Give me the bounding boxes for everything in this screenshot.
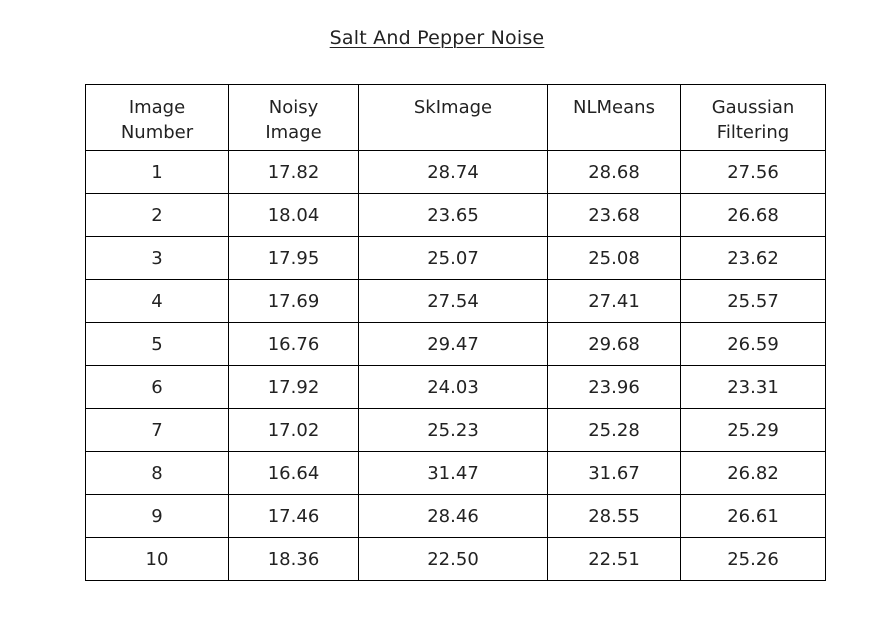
table-row: 10 18.36 22.50 22.51 25.26 bbox=[85, 537, 826, 581]
table-cell: 29.68 bbox=[547, 322, 681, 366]
table-row: 7 17.02 25.23 25.28 25.29 bbox=[85, 408, 826, 452]
table-cell: 9 bbox=[85, 494, 229, 538]
table-cell: 27.54 bbox=[358, 279, 548, 323]
header-nlmeans: NLMeans bbox=[547, 84, 681, 151]
table-cell: 1 bbox=[85, 150, 229, 194]
table-cell: 8 bbox=[85, 451, 229, 495]
table-cell: 17.95 bbox=[228, 236, 359, 280]
table-cell: 3 bbox=[85, 236, 229, 280]
table-cell: 31.47 bbox=[358, 451, 548, 495]
table-cell: 18.36 bbox=[228, 537, 359, 581]
table-cell: 29.47 bbox=[358, 322, 548, 366]
table-cell: 24.03 bbox=[358, 365, 548, 409]
table-cell: 4 bbox=[85, 279, 229, 323]
column-header-line: Filtering bbox=[716, 122, 790, 143]
table-cell: 26.82 bbox=[680, 451, 826, 495]
table-cell: 5 bbox=[85, 322, 229, 366]
table-row: 3 17.95 25.07 25.08 23.62 bbox=[85, 236, 826, 280]
table-cell: 25.26 bbox=[680, 537, 826, 581]
table-row: 8 16.64 31.47 31.67 26.82 bbox=[85, 451, 826, 495]
column-header-line: Image bbox=[265, 122, 322, 143]
table-header: Image Number Noisy Image SkImage NLMeans Gauss… bbox=[85, 84, 826, 151]
column-header-line: Image bbox=[128, 97, 186, 118]
table-cell: 28.46 bbox=[358, 494, 548, 538]
table-cell: 27.56 bbox=[680, 150, 826, 194]
table-cell: 26.61 bbox=[680, 494, 826, 538]
header-noisy-image: Noisy Image bbox=[228, 84, 359, 151]
table-row: 9 17.46 28.46 28.55 26.61 bbox=[85, 494, 826, 538]
table-cell: 17.92 bbox=[228, 365, 359, 409]
table-cell: 28.55 bbox=[547, 494, 681, 538]
column-header-line: NLMeans bbox=[573, 97, 655, 118]
table-body: 1 17.82 28.74 28.68 27.56 2 18.04 23.65 23.68 26.… bbox=[85, 150, 826, 581]
table-cell: 16.64 bbox=[228, 451, 359, 495]
table-cell: 23.65 bbox=[358, 193, 548, 237]
table-cell: 25.08 bbox=[547, 236, 681, 280]
column-header-line: Gaussian bbox=[711, 97, 795, 118]
header-skimage: SkImage bbox=[358, 84, 548, 151]
table-cell: 25.29 bbox=[680, 408, 826, 452]
table-cell: 17.46 bbox=[228, 494, 359, 538]
table-cell: 23.62 bbox=[680, 236, 826, 280]
column-header-line: Number bbox=[120, 122, 194, 143]
table-row: 4 17.69 27.54 27.41 25.57 bbox=[85, 279, 826, 323]
table-cell: 25.23 bbox=[358, 408, 548, 452]
page-title: Salt And Pepper Noise bbox=[0, 27, 874, 49]
table-row: 1 17.82 28.74 28.68 27.56 bbox=[85, 150, 826, 194]
table-cell: 6 bbox=[85, 365, 229, 409]
table-cell: 10 bbox=[85, 537, 229, 581]
table-cell: 22.51 bbox=[547, 537, 681, 581]
table-cell: 22.50 bbox=[358, 537, 548, 581]
table-cell: 25.57 bbox=[680, 279, 826, 323]
table-cell: 2 bbox=[85, 193, 229, 237]
table-row: 6 17.92 24.03 23.96 23.31 bbox=[85, 365, 826, 409]
column-header-line: Noisy bbox=[268, 97, 319, 118]
table-cell: 31.67 bbox=[547, 451, 681, 495]
table-cell: 17.69 bbox=[228, 279, 359, 323]
table-cell: 7 bbox=[85, 408, 229, 452]
table-cell: 17.02 bbox=[228, 408, 359, 452]
table-cell: 23.68 bbox=[547, 193, 681, 237]
column-header-line: SkImage bbox=[413, 97, 493, 118]
header-gaussian-filtering: Gaussian Filtering bbox=[680, 84, 826, 151]
table-cell: 18.04 bbox=[228, 193, 359, 237]
table-cell: 25.28 bbox=[547, 408, 681, 452]
table-cell: 26.68 bbox=[680, 193, 826, 237]
table-row: 2 18.04 23.65 23.68 26.68 bbox=[85, 193, 826, 237]
table-cell: 26.59 bbox=[680, 322, 826, 366]
title-text: Salt And Pepper Noise bbox=[329, 27, 545, 49]
table-cell: 27.41 bbox=[547, 279, 681, 323]
header-image-number: Image Number bbox=[85, 84, 229, 151]
table-cell: 23.96 bbox=[547, 365, 681, 409]
table-cell: 16.76 bbox=[228, 322, 359, 366]
table-row: 5 16.76 29.47 29.68 26.59 bbox=[85, 322, 826, 366]
results-table: Image Number Noisy Image SkImage NLMeans Gauss… bbox=[85, 84, 826, 581]
table-cell: 25.07 bbox=[358, 236, 548, 280]
table-cell: 28.68 bbox=[547, 150, 681, 194]
table-cell: 17.82 bbox=[228, 150, 359, 194]
table-cell: 23.31 bbox=[680, 365, 826, 409]
header-row: Image Number Noisy Image SkImage NLMeans Gauss… bbox=[85, 84, 826, 151]
table-cell: 28.74 bbox=[358, 150, 548, 194]
